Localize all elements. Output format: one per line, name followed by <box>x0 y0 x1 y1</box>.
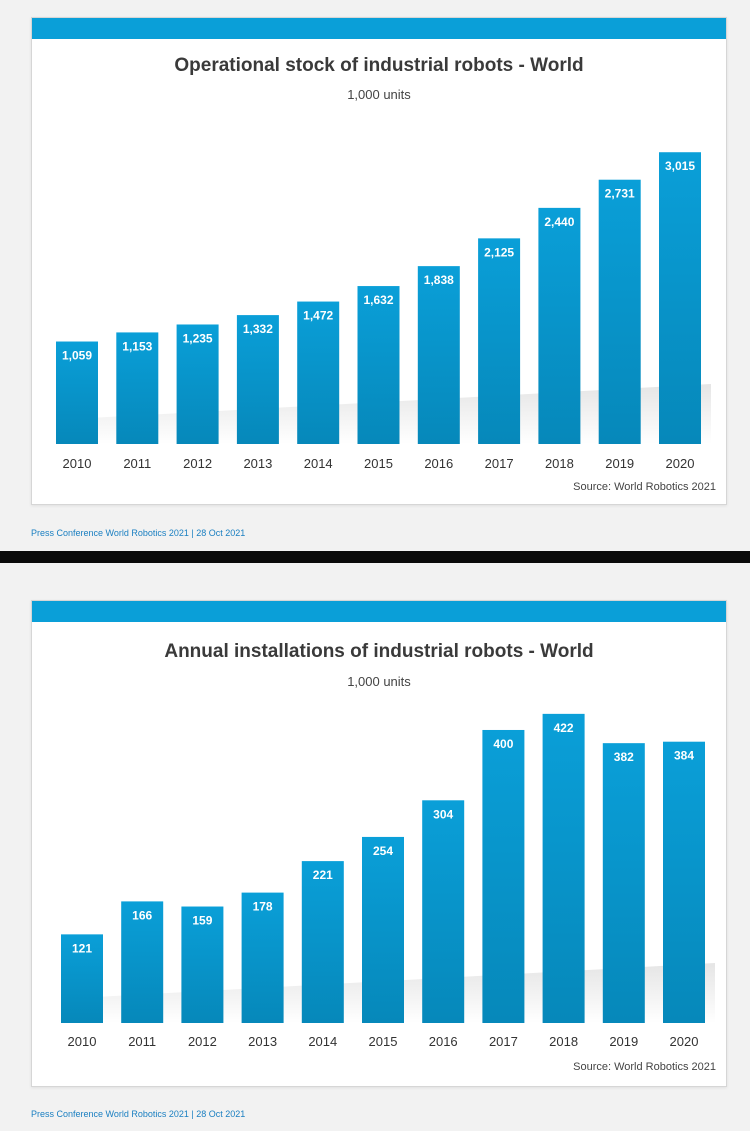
x-tick-label-2015: 2015 <box>364 456 393 471</box>
data-label-2012: 1,235 <box>183 331 213 345</box>
chart-subtitle: 1,000 units <box>347 674 411 689</box>
x-tick-label-2014: 2014 <box>308 1034 337 1049</box>
data-label-2019: 2,731 <box>605 187 635 201</box>
bar-2015 <box>357 286 400 444</box>
data-label-2015: 254 <box>373 844 393 858</box>
x-tick-label-2014: 2014 <box>304 456 333 471</box>
bar-2013 <box>241 892 284 1023</box>
data-label-2012: 159 <box>192 914 212 928</box>
x-tick-label-2010: 2010 <box>63 456 92 471</box>
panel-divider <box>0 551 750 563</box>
bar-2015 <box>362 836 404 1023</box>
data-label-2014: 1,472 <box>303 309 333 323</box>
data-label-2011: 166 <box>132 908 152 922</box>
card-header-bar <box>32 18 726 39</box>
data-label-2013: 178 <box>253 900 273 914</box>
source-note: Source: World Robotics 2021 <box>573 1061 716 1073</box>
x-tick-label-2019: 2019 <box>605 456 634 471</box>
bar-chart-annual-installations: 121 2010 166 2011 159 2012 178 2013 221 2014 254 20… <box>57 713 715 1049</box>
data-label-2014: 221 <box>313 868 333 882</box>
top-chart-panel: Operational stock of industrial robots -… <box>0 0 750 551</box>
data-label-2011: 1,153 <box>122 339 152 353</box>
bar-2012 <box>181 906 224 1023</box>
chart-card: Operational stock of industrial robots -… <box>31 17 727 505</box>
data-label-2017: 400 <box>493 737 513 751</box>
source-note: Source: World Robotics 2021 <box>573 481 716 493</box>
bar-2018 <box>542 713 585 1023</box>
chart-title: Operational stock of industrial robots -… <box>174 55 584 76</box>
x-tick-label-2017: 2017 <box>489 1034 518 1049</box>
data-label-2020: 3,015 <box>665 159 695 173</box>
x-tick-label-2020: 2020 <box>666 456 695 471</box>
bar-2014 <box>297 301 340 444</box>
chart-card: Annual installations of industrial robot… <box>31 600 727 1087</box>
x-tick-label-2017: 2017 <box>485 456 514 471</box>
footer-note: Press Conference World Robotics 2021 | 2… <box>31 1109 246 1119</box>
bar-2014 <box>301 861 344 1023</box>
data-label-2019: 382 <box>614 750 634 764</box>
data-label-2013: 1,332 <box>243 322 273 336</box>
bar-2019 <box>598 179 641 445</box>
x-tick-label-2011: 2011 <box>128 1034 156 1049</box>
data-label-2018: 422 <box>554 721 574 735</box>
bar-2016 <box>417 266 460 444</box>
x-tick-label-2012: 2012 <box>183 456 212 471</box>
chart-title: Annual installations of industrial robot… <box>164 641 594 662</box>
data-label-2016: 304 <box>433 807 453 821</box>
data-label-2020: 384 <box>674 749 694 763</box>
bar-2010 <box>61 934 103 1023</box>
chart-subtitle: 1,000 units <box>347 87 411 102</box>
x-tick-label-2012: 2012 <box>188 1034 217 1049</box>
x-tick-label-2018: 2018 <box>549 1034 578 1049</box>
x-tick-label-2010: 2010 <box>68 1034 97 1049</box>
bar-chart-operational-stock: 1,059 2010 1,153 2011 1,235 2012 1,332 2013 1,47… <box>52 152 711 471</box>
bar-2011 <box>121 901 164 1023</box>
data-label-2016: 1,838 <box>424 273 454 287</box>
x-tick-label-2016: 2016 <box>429 1034 458 1049</box>
x-tick-label-2018: 2018 <box>545 456 574 471</box>
bar-2019 <box>602 743 645 1023</box>
card-header-bar <box>32 601 726 622</box>
x-tick-label-2020: 2020 <box>670 1034 699 1049</box>
x-tick-label-2016: 2016 <box>424 456 453 471</box>
bar-2020 <box>659 152 701 444</box>
bar-2010 <box>56 341 98 444</box>
bar-2018 <box>538 207 581 444</box>
bar-2017 <box>478 238 521 444</box>
x-tick-label-2015: 2015 <box>369 1034 398 1049</box>
data-label-2018: 2,440 <box>544 215 574 229</box>
bar-2013 <box>236 315 279 444</box>
x-tick-label-2013: 2013 <box>248 1034 277 1049</box>
bottom-chart-panel: Annual installations of industrial robot… <box>0 563 750 1131</box>
bar-2017 <box>482 729 525 1023</box>
x-tick-label-2019: 2019 <box>609 1034 638 1049</box>
footer-note: Press Conference World Robotics 2021 | 2… <box>31 528 246 538</box>
bar-2011 <box>116 332 159 444</box>
x-tick-label-2011: 2011 <box>123 456 151 471</box>
x-tick-label-2013: 2013 <box>243 456 272 471</box>
data-label-2010: 1,059 <box>62 349 92 363</box>
bar-2020 <box>663 741 705 1023</box>
bar-2016 <box>422 800 465 1023</box>
data-label-2015: 1,632 <box>363 293 393 307</box>
data-label-2010: 121 <box>72 941 92 955</box>
bar-2012 <box>176 324 219 444</box>
data-label-2017: 2,125 <box>484 245 514 259</box>
